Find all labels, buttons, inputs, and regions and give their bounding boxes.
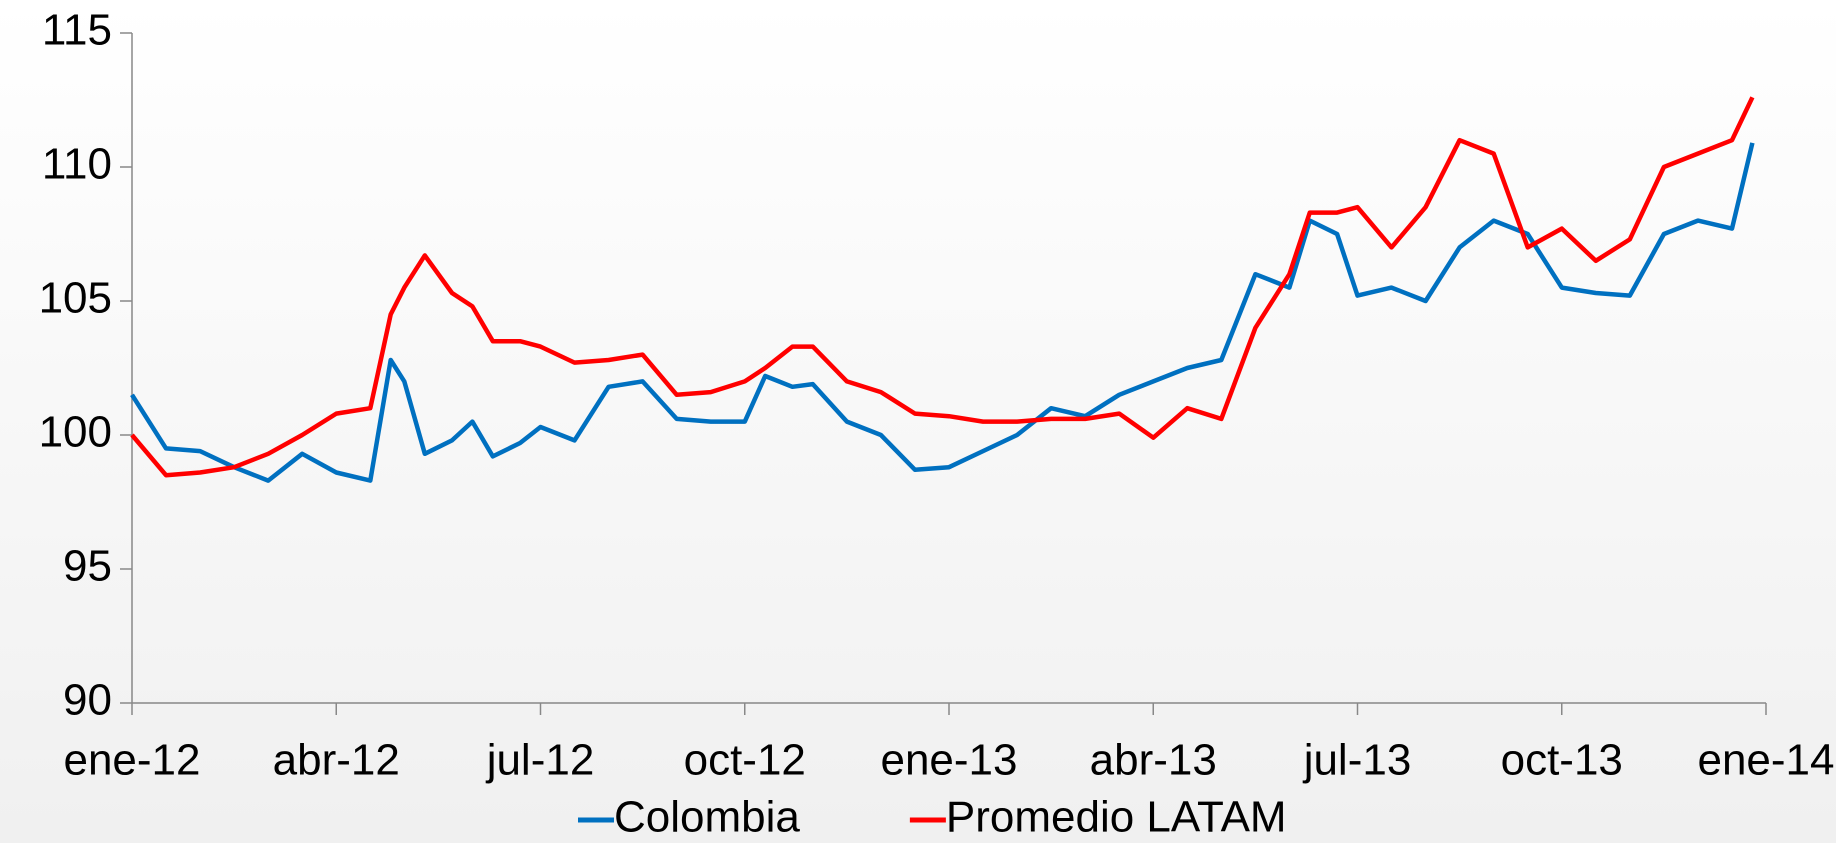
y-tick-label: 110 — [42, 140, 112, 189]
y-tick-label: 95 — [63, 542, 112, 591]
x-tick-label: abr-13 — [1090, 736, 1217, 785]
series-line — [130, 142, 1755, 483]
y-tick-label: 115 — [42, 6, 112, 55]
y-tick-label: 90 — [63, 676, 112, 725]
y-tick-label: 105 — [39, 274, 112, 323]
x-tick-label: oct-13 — [1501, 736, 1623, 785]
x-tick-label: jul-13 — [1302, 736, 1412, 785]
x-tick-label: ene-12 — [63, 736, 200, 785]
x-tick-label: abr-12 — [273, 736, 400, 785]
x-tick-label: ene-13 — [880, 736, 1017, 785]
legend-label: Promedio LATAM — [946, 793, 1287, 842]
x-tick-label: oct-12 — [684, 736, 806, 785]
y-tick-label: 100 — [39, 408, 112, 457]
legend-label: Colombia — [614, 793, 800, 842]
x-tick-label: ene-14 — [1697, 736, 1834, 785]
x-tick-label: jul-12 — [485, 736, 595, 785]
series-line — [130, 96, 1755, 478]
